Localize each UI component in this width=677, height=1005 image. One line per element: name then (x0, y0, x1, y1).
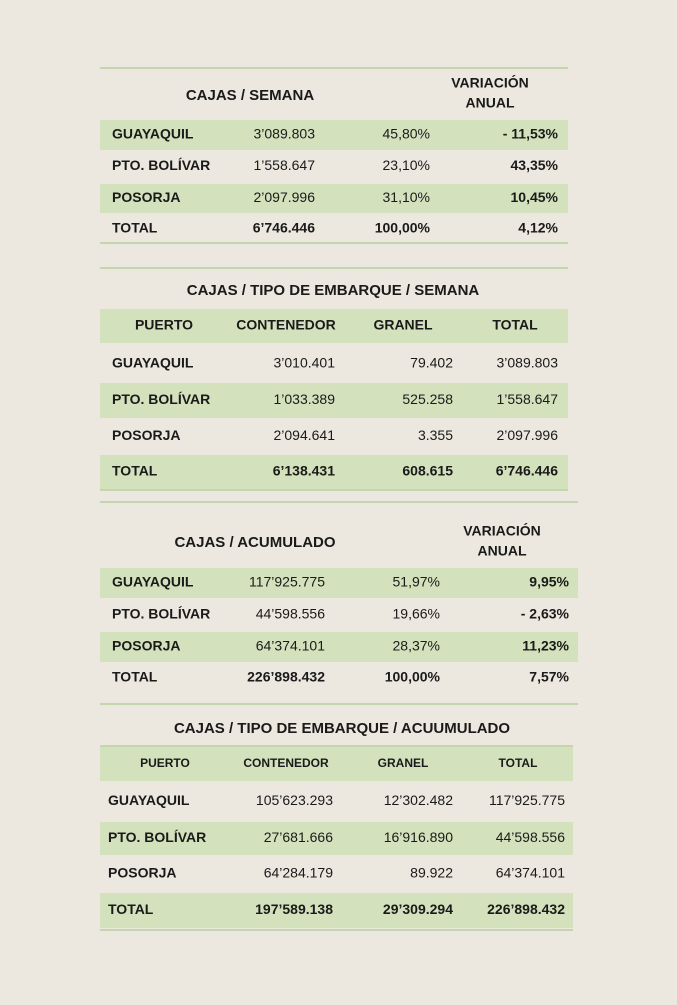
cell: 9,95% (529, 574, 569, 590)
row-band (100, 120, 568, 150)
column-header: CONTENEDOR (236, 317, 336, 333)
cell: 226’898.432 (247, 669, 325, 685)
cell: 4,12% (518, 220, 558, 236)
cell: 16’916.890 (384, 829, 454, 845)
cell: 11,23% (522, 638, 569, 654)
row-label: GUAYAQUIL (112, 126, 194, 142)
cell: 28,37% (393, 638, 440, 654)
cell: 44’598.556 (496, 829, 566, 845)
cell: 2’097.996 (496, 427, 558, 443)
column-header: ANUAL (466, 95, 515, 111)
row-label: GUAYAQUIL (112, 355, 194, 371)
column-header: VARIACIÓN (451, 74, 529, 91)
row-label: GUAYAQUIL (108, 792, 190, 808)
row-label: POSORJA (112, 638, 180, 654)
cell: 64’284.179 (264, 865, 334, 881)
row-label: PTO. BOLÍVAR (112, 606, 210, 622)
row-band (100, 568, 578, 598)
row-label: PTO. BOLÍVAR (108, 829, 206, 845)
cell: 3’089.803 (253, 126, 315, 142)
cell: 1’033.389 (273, 391, 335, 407)
cell: 100,00% (375, 220, 431, 236)
row-band (100, 184, 568, 213)
cell: 3’089.803 (496, 355, 558, 371)
cell: 10,45% (511, 189, 559, 205)
cell: 6’746.446 (496, 463, 558, 479)
cell: 226’898.432 (487, 901, 565, 917)
column-header: GRANEL (373, 317, 433, 333)
header-band (100, 309, 568, 343)
row-label: PTO. BOLÍVAR (112, 157, 210, 173)
cell: 1’558.647 (496, 391, 558, 407)
row-band (100, 893, 573, 928)
table-title: CAJAS / TIPO DE EMBARQUE / ACUUMULADO (174, 720, 510, 737)
cell: 3.355 (418, 427, 453, 443)
cell: 31,10% (383, 189, 430, 205)
column-header: PUERTO (135, 317, 193, 333)
header-band (100, 747, 573, 781)
cell: 100,00% (385, 669, 441, 685)
row-band (100, 383, 568, 418)
cell: 23,10% (383, 157, 430, 173)
cell: 117’925.775 (249, 574, 325, 590)
cell: 608.615 (402, 463, 453, 479)
table-title: CAJAS / SEMANA (186, 87, 315, 104)
cell: 64’374.101 (256, 638, 326, 654)
cell: 105’623.293 (256, 792, 333, 808)
cell: 44’598.556 (256, 606, 326, 622)
column-header: ANUAL (478, 543, 527, 559)
column-header: VARIACIÓN (463, 522, 541, 539)
column-header: CONTENEDOR (243, 756, 329, 770)
cell: 27’681.666 (264, 829, 334, 845)
cell: 3’010.401 (273, 355, 335, 371)
cell: 12’302.482 (384, 792, 454, 808)
column-header: TOTAL (499, 756, 538, 770)
cell: 2’097.996 (253, 189, 315, 205)
row-label: POSORJA (112, 189, 180, 205)
cell: 79.402 (410, 355, 453, 371)
cell: 6’138.431 (273, 463, 335, 479)
cell: 117’925.775 (489, 792, 565, 808)
cell: - 11,53% (503, 126, 559, 142)
cell: 29’309.294 (383, 901, 453, 917)
row-band (100, 822, 573, 855)
cell: 45,80% (383, 126, 430, 142)
row-label: TOTAL (112, 220, 158, 236)
column-header: TOTAL (492, 317, 538, 333)
row-label: PTO. BOLÍVAR (112, 391, 210, 407)
cell: 64’374.101 (496, 865, 566, 881)
cell: 6’746.446 (253, 220, 315, 236)
table-title: CAJAS / TIPO DE EMBARQUE / SEMANA (187, 282, 480, 299)
row-band (100, 632, 578, 662)
row-label: TOTAL (112, 669, 158, 685)
cell: 1’558.647 (253, 157, 315, 173)
cell: 7,57% (529, 669, 569, 685)
cell: - 2,63% (521, 606, 570, 622)
row-label: GUAYAQUIL (112, 574, 194, 590)
cell: 2’094.641 (273, 427, 335, 443)
row-band (100, 455, 568, 489)
table-title: CAJAS / ACUMULADO (174, 534, 335, 551)
cell: 89.922 (410, 865, 453, 881)
cell: 197’589.138 (255, 901, 333, 917)
cell: 51,97% (393, 574, 440, 590)
cell: 43,35% (511, 157, 559, 173)
row-label: POSORJA (112, 427, 180, 443)
row-label: POSORJA (108, 865, 176, 881)
column-header: GRANEL (378, 756, 429, 770)
row-label: TOTAL (112, 463, 158, 479)
cell: 19,66% (393, 606, 440, 622)
row-label: TOTAL (108, 901, 154, 917)
cell: 525.258 (402, 391, 453, 407)
column-header: PUERTO (140, 756, 190, 770)
